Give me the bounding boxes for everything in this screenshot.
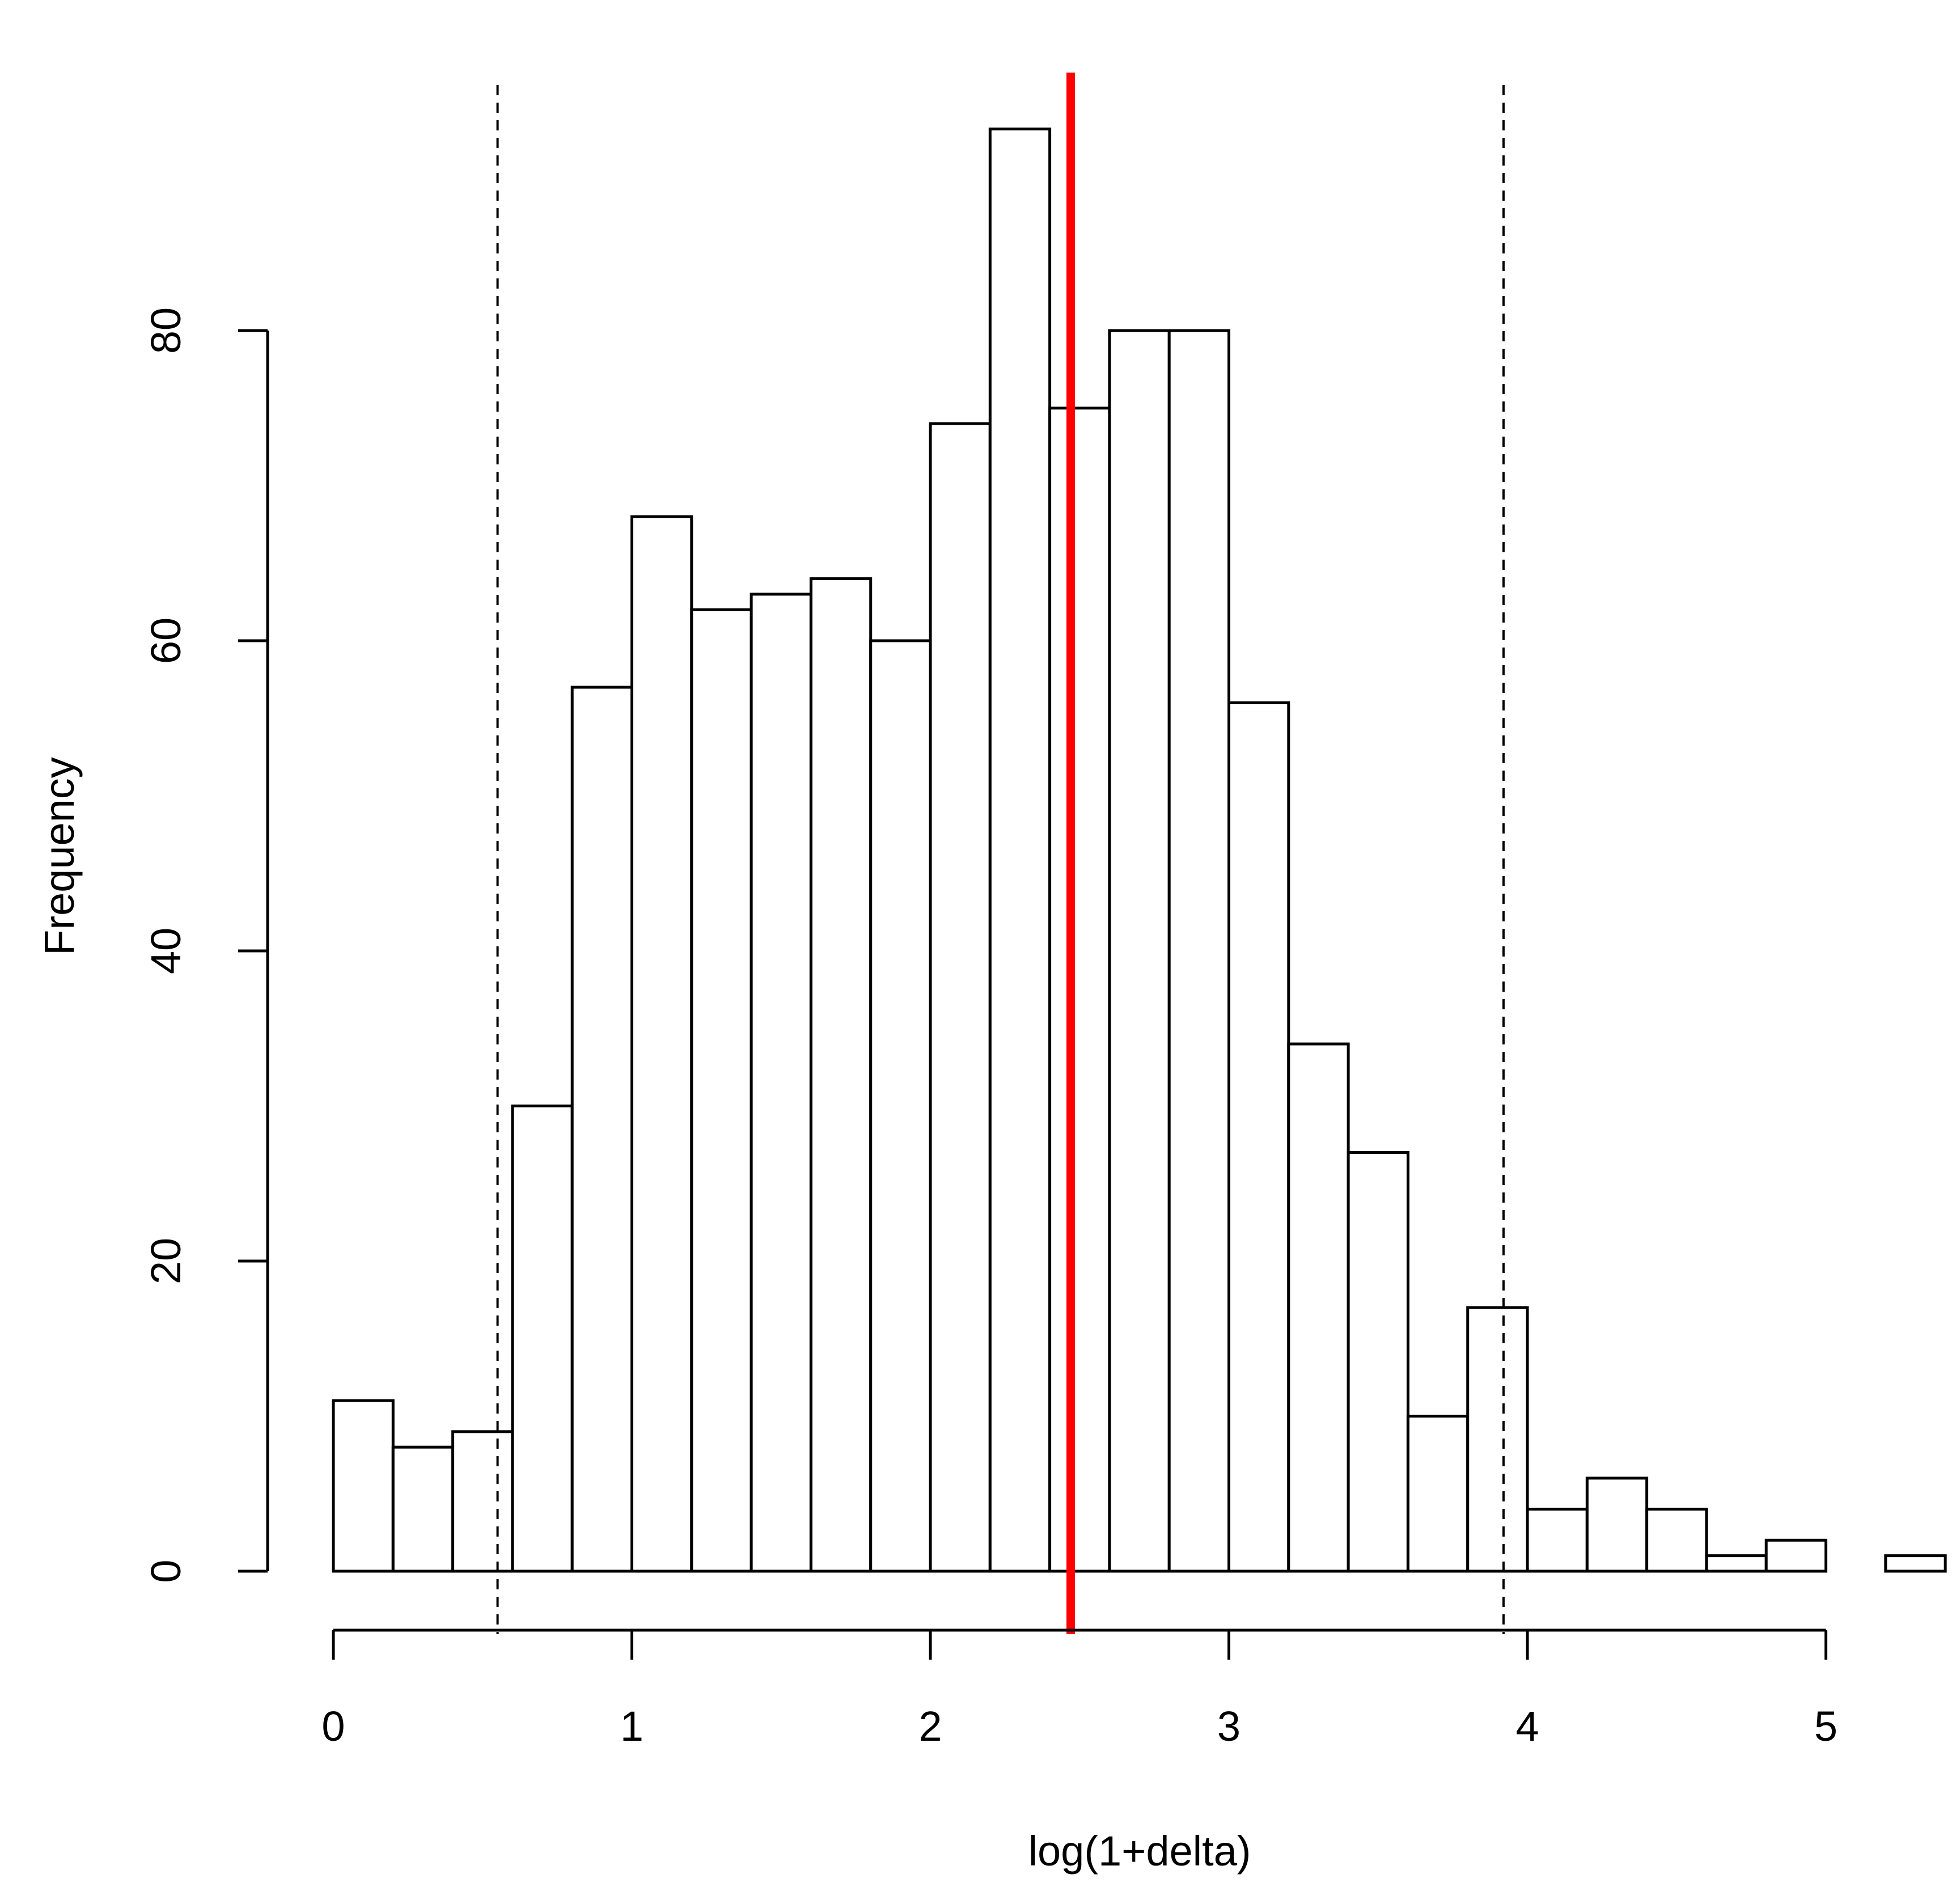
bars-layer xyxy=(332,127,1947,1573)
histogram-bar xyxy=(1585,1477,1649,1573)
histogram-bar xyxy=(1406,1415,1470,1573)
histogram-bar xyxy=(1108,329,1171,1573)
y-tick-label: 0 xyxy=(142,1559,189,1583)
y-tick-label: 20 xyxy=(142,1238,189,1284)
histogram-bar xyxy=(750,593,812,1573)
x-tick-label: 0 xyxy=(321,1703,345,1750)
histogram-bar xyxy=(511,1105,574,1573)
histogram-bar xyxy=(869,639,932,1573)
histogram-bar xyxy=(1227,701,1290,1573)
y-tick-label: 60 xyxy=(142,617,189,664)
reference-lines-layer xyxy=(496,73,1505,1634)
histogram-bar xyxy=(1466,1306,1529,1573)
y-tick-label: 40 xyxy=(142,928,189,974)
x-tick-label: 5 xyxy=(1814,1703,1838,1750)
x-tick-label: 4 xyxy=(1515,1703,1539,1750)
histogram-bar xyxy=(332,1399,395,1573)
histogram-bar xyxy=(988,127,1052,1573)
x-axis-title: log(1+delta) xyxy=(1028,1827,1251,1875)
histogram-bar xyxy=(1884,1554,1947,1573)
histogram-bar xyxy=(630,515,693,1573)
histogram-bar xyxy=(570,686,634,1573)
histogram-bar xyxy=(1705,1554,1768,1573)
histogram-bar xyxy=(451,1430,514,1573)
histogram-bar xyxy=(1764,1538,1827,1573)
x-tick-label: 1 xyxy=(620,1703,644,1750)
histogram-bar xyxy=(1048,407,1111,1573)
histogram-bar xyxy=(690,608,753,1573)
histogram-bar xyxy=(929,422,992,1573)
histogram-bar xyxy=(1645,1508,1708,1573)
histogram-bar xyxy=(1526,1508,1589,1573)
x-tick-label: 2 xyxy=(918,1703,942,1750)
y-tick-label: 80 xyxy=(142,307,189,354)
y-axis: 0 20 40 60 80 xyxy=(142,307,269,1583)
histogram-bar xyxy=(1167,329,1230,1573)
histogram-bar xyxy=(1287,1042,1350,1573)
x-tick-label: 3 xyxy=(1217,1703,1241,1750)
y-axis-title: Frequency xyxy=(36,757,83,955)
x-axis: 0 1 2 3 4 5 xyxy=(321,1628,1838,1750)
histogram-bar xyxy=(391,1445,455,1573)
histogram-bar xyxy=(809,577,873,1573)
histogram-bar xyxy=(1347,1151,1409,1573)
